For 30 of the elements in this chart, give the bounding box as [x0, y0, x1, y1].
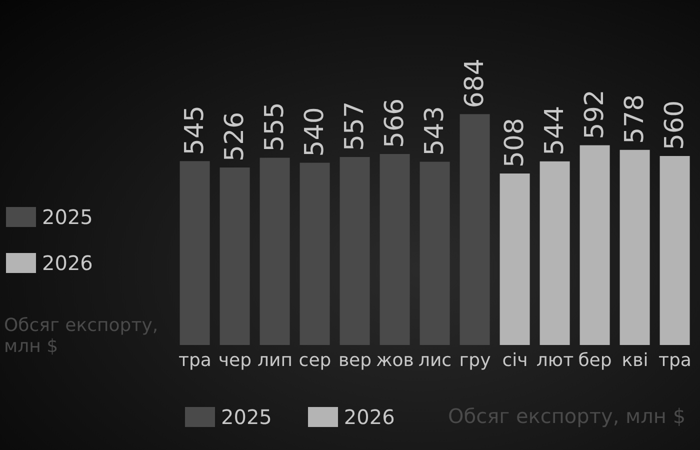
data-label: 545	[180, 105, 210, 156]
x-tick-label: лис	[418, 350, 452, 371]
data-label: 540	[300, 107, 330, 157]
data-label: 544	[540, 106, 570, 156]
data-label: 566	[380, 98, 410, 148]
legend-label: 2025	[221, 405, 272, 429]
text: 2025	[42, 205, 93, 229]
data-label: 543	[420, 106, 450, 156]
text: 2026	[42, 251, 93, 275]
x-tick-label: гру	[459, 350, 492, 371]
x-tick-label: лип	[258, 350, 292, 371]
data-label: 560	[660, 100, 690, 150]
x-tick-label: бер	[578, 350, 612, 371]
legend-label: 2026	[344, 405, 395, 429]
data-label: 526	[220, 112, 250, 162]
data-label: 555	[260, 102, 290, 152]
x-tick-label: вер	[338, 350, 372, 371]
x-tick-label: сер	[298, 350, 332, 371]
data-label: 578	[620, 94, 650, 144]
x-tick-label: кві	[622, 350, 648, 371]
x-tick-label: тра	[178, 350, 212, 371]
x-tick-label: січ	[502, 350, 528, 371]
x-tick-label: жов	[376, 350, 414, 371]
data-label: 592	[580, 90, 610, 140]
data-label: 557	[340, 101, 370, 152]
x-tick-label: тра	[658, 350, 692, 371]
x-tick-label: чер	[218, 350, 252, 371]
data-label: 508	[500, 118, 530, 168]
data-label: 684	[460, 58, 490, 108]
x-tick-label: лют	[536, 350, 574, 371]
